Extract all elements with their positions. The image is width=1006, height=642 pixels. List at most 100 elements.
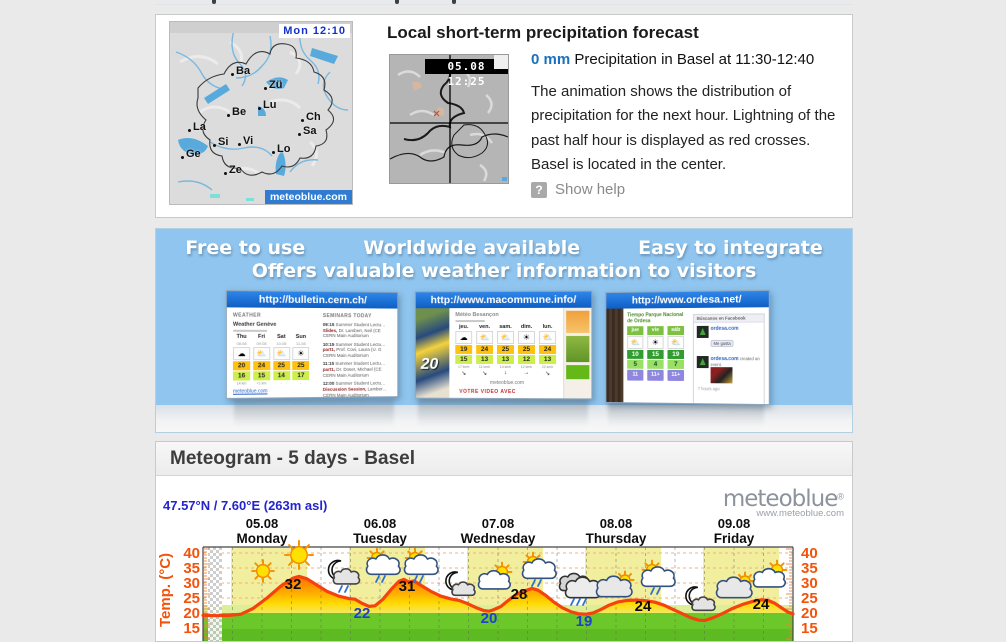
- mini-forecast-column: sáb ⛅ 19 7 11+: [667, 326, 685, 381]
- mini-forecast-column: Sun 11.08 ☀ 25 17-: [292, 334, 310, 385]
- site-url: http://www.ordesa.net/: [606, 290, 769, 309]
- city-label: Ba: [231, 65, 250, 77]
- city-label: Si: [213, 136, 228, 148]
- rain-cloud-icon: [558, 572, 602, 606]
- radar-art: [390, 55, 508, 183]
- like-button[interactable]: Me gusta: [710, 339, 734, 347]
- show-help-link[interactable]: ? Show help: [531, 181, 625, 198]
- seminars-list: 09:15 Summer Student Lectu… Slides, Dr. …: [323, 322, 395, 398]
- meteoblue-logo-text: meteoblue: [722, 486, 839, 512]
- svg-text:15: 15: [801, 620, 818, 637]
- city-label: Be: [227, 106, 246, 118]
- map-top-strip: [170, 22, 352, 33]
- site-url: http://bulletin.cern.ch/: [226, 291, 398, 309]
- city-label: Ze: [224, 164, 242, 176]
- mini-forecast-column: lun. ⛅ 24 13 22 kmh ↘: [539, 324, 557, 377]
- moon-cloud-icon: [445, 571, 476, 597]
- widget-title: Tiempo Parque Nacional de Ordesa: [627, 312, 684, 325]
- wood-sidebar: [606, 308, 624, 403]
- site-thumbnail: 20 Météo Besançon jeu. ☁ 19 15 17 kmh ↘ ven. ⛅ 2…: [415, 307, 592, 399]
- meteoblue-link: meteoblue.com: [489, 379, 525, 387]
- svg-text:35: 35: [801, 560, 818, 577]
- promo-site-card-macommune[interactable]: http://www.macommune.info/ 20 Météo Besa…: [414, 290, 593, 400]
- meteoblue-watermark: meteoblue.com: [264, 190, 352, 204]
- city-label: Ch: [301, 111, 321, 123]
- weather-mini-table: jue ⛅ 10 5 11 vie ☀ 15 4 11+ sáb ⛅ 19 7 11+: [627, 326, 687, 381]
- mini-forecast-column: jeu. ☁ 19 15 17 kmh ↘: [455, 324, 473, 377]
- meteoblue-logo: meteoblue® www.meteoblue.com: [723, 486, 844, 519]
- station-coordinates: 47.57°N / 7.60°E (263m asl): [163, 498, 328, 513]
- precip-amount-line: 0 mm Precipitation in Basel at 11:30-12:…: [531, 51, 843, 68]
- radar-animation-image: 05.08 12:25: [389, 54, 509, 184]
- post-image: [710, 367, 733, 384]
- switzerland-precipitation-map: Mon 12:10 Ba Zü Be Lu La Ge Si Vi Ze Lo Ch Sa meteo…: [169, 21, 353, 205]
- show-help-label[interactable]: Show help: [555, 181, 626, 198]
- svg-text:20: 20: [183, 605, 200, 622]
- svg-text:30: 30: [183, 575, 200, 592]
- city-label: Zü: [264, 79, 282, 91]
- svg-text:22: 22: [354, 605, 371, 622]
- card-reflection: [418, 399, 588, 431]
- help-icon[interactable]: ?: [531, 181, 547, 198]
- city-label: La: [188, 121, 206, 133]
- ordesa-logo: [696, 356, 709, 369]
- svg-text:19: 19: [576, 613, 593, 630]
- site-url: http://www.macommune.info/: [415, 291, 592, 309]
- promo-site-card-cern[interactable]: http://bulletin.cern.ch/ WEATHER Weather…: [225, 290, 399, 399]
- promo-banner: Free to use Worldwide available Easy to …: [155, 228, 853, 433]
- banner-headline: Free to use Worldwide available Easy to …: [156, 237, 852, 259]
- facebook-panel: Búscanos en Facebook ordesa.com Me gusta: [692, 313, 765, 405]
- svg-text:35: 35: [183, 560, 200, 577]
- meteogram-title: Meteogram - 5 days - Basel: [170, 448, 415, 469]
- svg-text:40: 40: [801, 545, 818, 562]
- svg-text:40: 40: [183, 545, 200, 562]
- cloud-sun-icon: [715, 571, 755, 599]
- radar-timestamp: 05.08 12:25: [425, 59, 508, 88]
- meteoblue-link: meteoblue.com: [232, 388, 268, 395]
- mini-forecast-column: ven. ⛅ 24 13 11 kmh ↘: [476, 324, 494, 377]
- svg-text:24: 24: [753, 596, 770, 613]
- svg-text:31: 31: [399, 578, 416, 595]
- sun-cloud-rain-icon: [403, 547, 439, 583]
- content-column: Mon 12:10 Ba Zü Be Lu La Ge Si Vi Ze Lo Ch Sa meteo…: [155, 0, 853, 642]
- sun-cloud-icon: [752, 559, 788, 588]
- seminar-entry: 11:15 Summer Student Lectu… part1, Dr. D…: [322, 361, 386, 378]
- svg-text:28: 28: [511, 586, 528, 603]
- banner-headline-item: Worldwide available: [363, 237, 581, 259]
- mini-forecast-column: Sat 10.08 ⛅ 25 14-: [272, 334, 290, 385]
- seminar-entry: 12:00 Summer Student Lectu… Discussion S…: [322, 380, 387, 398]
- football-photo: 20: [415, 308, 450, 398]
- day-header: 07.08 Wednesday: [460, 516, 536, 546]
- precip-description: The animation shows the distribution of …: [531, 83, 836, 173]
- blurred-text: [455, 319, 486, 323]
- sun-cloud-icon: [477, 561, 513, 590]
- sun-icon: [251, 559, 275, 583]
- sun-cloud-rain-icon: [521, 551, 557, 587]
- section-title: Local short-term precipitation forecast: [387, 23, 699, 42]
- registered-mark: ®: [837, 491, 844, 502]
- widget-label: WEATHER: [232, 312, 261, 319]
- seminar-entry: 10:15 Summer Student Lectu… part1, Prof.…: [322, 341, 386, 359]
- mini-forecast-column: jue ⛅ 10 5 11: [627, 326, 644, 381]
- meteogram-body: 47.57°N / 7.60°E (263m asl) meteoblue® w…: [156, 476, 852, 641]
- weather-mini-table: Thu 08.08 ☁ 20 16 14 km Fri 09.08 ⛅ 24 15 <1 km Sat 1…: [232, 334, 311, 386]
- mini-forecast-column: dim. ☀ 25 12 12 kmh →: [517, 324, 536, 377]
- cut-off-heading: [155, 0, 853, 5]
- cloud-sun-icon: [595, 570, 635, 598]
- ordesa-logo: [696, 325, 709, 338]
- sun-icon: [283, 539, 315, 571]
- letter-descender: [452, 0, 456, 4]
- letter-descender: [395, 0, 399, 4]
- widget-title: Météo Besançon: [455, 312, 499, 319]
- sun-cloud-rain-icon: [640, 559, 676, 595]
- precipitation-section: Mon 12:10 Ba Zü Be Lu La Ge Si Vi Ze Lo Ch Sa meteo…: [155, 14, 853, 218]
- moon-cloud-icon: [685, 586, 716, 612]
- svg-text:25: 25: [801, 590, 818, 607]
- svg-text:15: 15: [183, 620, 200, 637]
- day-header: 06.08 Tuesday: [353, 516, 407, 546]
- promo-site-card-ordesa[interactable]: http://www.ordesa.net/ Tiempo Parque Nac…: [605, 289, 770, 406]
- video-caption: VOTRE VIDEO AVEC: [459, 388, 516, 396]
- svg-text:Temp. (°C): Temp. (°C): [157, 553, 174, 627]
